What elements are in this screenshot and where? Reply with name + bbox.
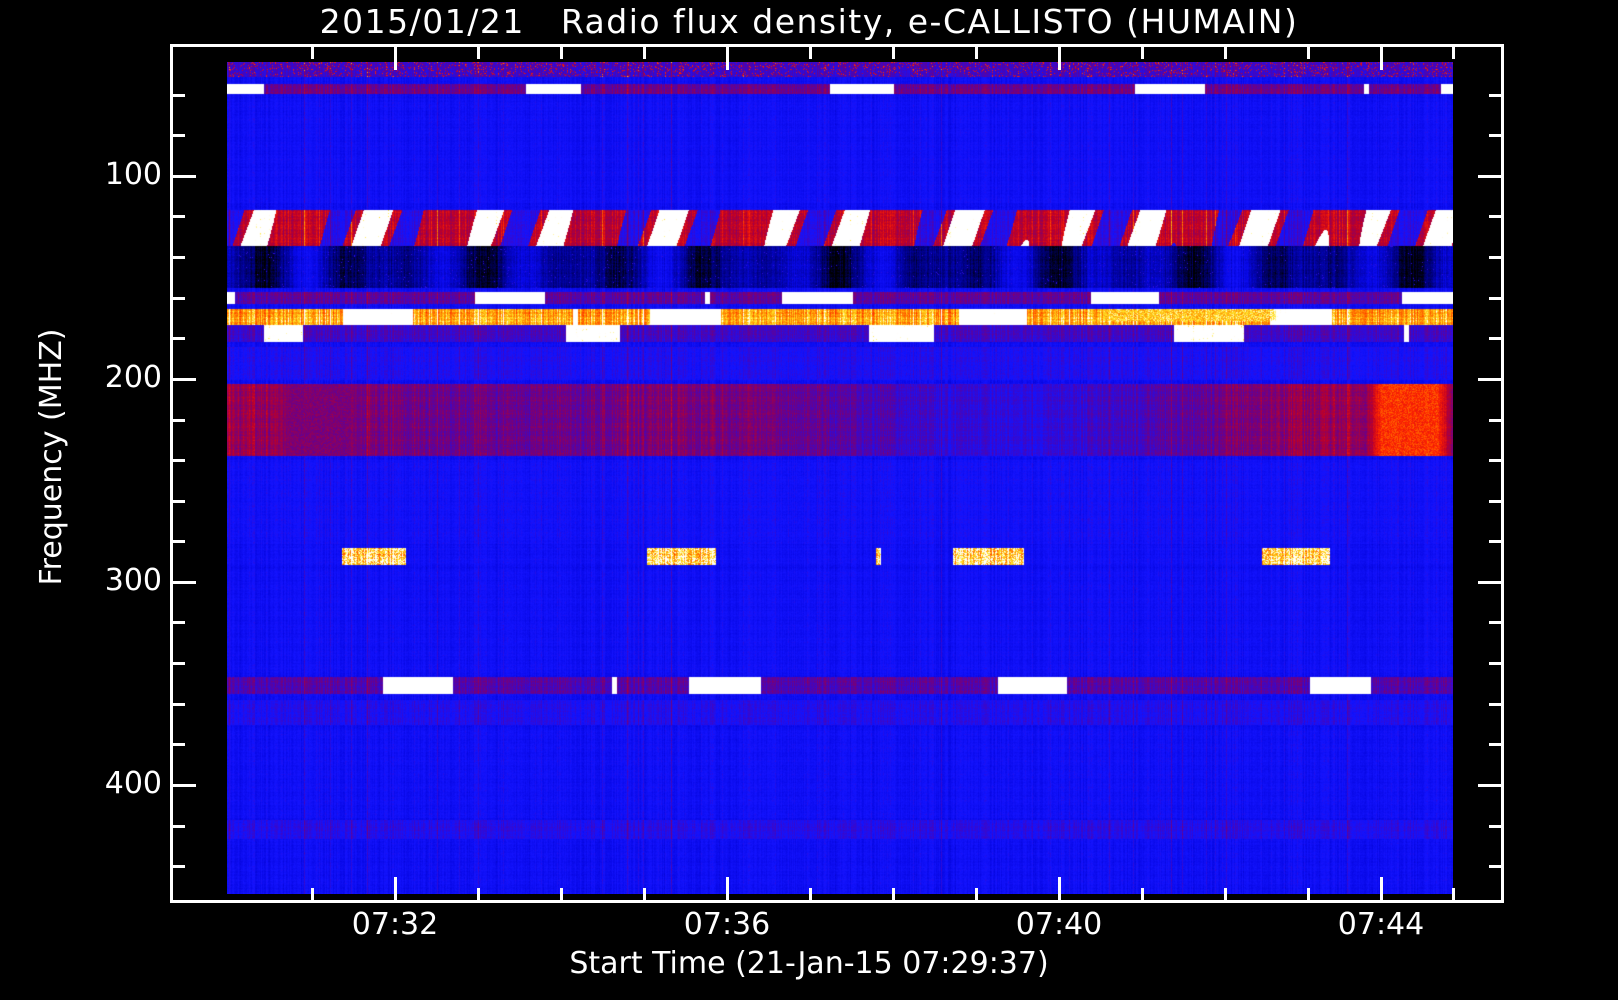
y-tick-minor-6 (170, 419, 185, 422)
x-tick-label-07-36: 07:36 (683, 907, 771, 942)
x-tick-minor-top-9 (1307, 44, 1310, 59)
y-tick-minor-4 (170, 297, 185, 300)
x-tick-major-top-0 (394, 44, 397, 70)
x-tick-minor-2 (560, 888, 563, 903)
x-tick-minor-6 (975, 888, 978, 903)
x-tick-minor-10 (1452, 888, 1455, 903)
y-tick-minor-right-15 (1489, 865, 1504, 868)
x-tick-major-1 (726, 877, 729, 903)
y-tick-label-400: 400 (104, 766, 162, 801)
y-tick-minor-right-1 (1489, 134, 1504, 137)
y-tick-minor-right-9 (1489, 540, 1504, 543)
y-tick-minor-right-3 (1489, 256, 1504, 259)
x-tick-minor-7 (1141, 888, 1144, 903)
spectrogram-plot (227, 62, 1453, 894)
y-tick-minor-14 (170, 825, 185, 828)
x-tick-minor-top-0 (311, 44, 314, 59)
y-tick-minor-0 (170, 94, 185, 97)
x-tick-major-top-3 (1380, 44, 1383, 70)
y-tick-minor-10 (170, 621, 185, 624)
y-tick-minor-right-2 (1489, 215, 1504, 218)
y-tick-minor-right-7 (1489, 459, 1504, 462)
y-tick-major-right-1 (1478, 378, 1504, 381)
y-tick-minor-1 (170, 134, 185, 137)
x-tick-minor-1 (477, 888, 480, 903)
x-tick-minor-top-5 (892, 44, 895, 59)
x-tick-minor-top-7 (1141, 44, 1144, 59)
y-tick-major-2 (170, 581, 196, 584)
x-tick-minor-top-8 (1224, 44, 1227, 59)
y-tick-major-0 (170, 175, 196, 178)
y-tick-minor-9 (170, 540, 185, 543)
y-tick-minor-right-13 (1489, 743, 1504, 746)
y-tick-minor-right-8 (1489, 500, 1504, 503)
y-tick-major-1 (170, 378, 196, 381)
y-tick-major-right-0 (1478, 175, 1504, 178)
x-tick-minor-0 (311, 888, 314, 903)
y-tick-minor-7 (170, 459, 185, 462)
y-tick-minor-right-11 (1489, 662, 1504, 665)
y-tick-minor-2 (170, 215, 185, 218)
x-tick-minor-9 (1307, 888, 1310, 903)
x-tick-label-07-44: 07:44 (1337, 907, 1425, 942)
y-tick-label-300: 300 (104, 563, 162, 598)
x-tick-minor-top-3 (643, 44, 646, 59)
x-tick-major-top-1 (726, 44, 729, 70)
y-tick-minor-8 (170, 500, 185, 503)
y-tick-minor-5 (170, 337, 185, 340)
y-tick-minor-12 (170, 703, 185, 706)
y-tick-minor-right-12 (1489, 703, 1504, 706)
y-tick-minor-right-0 (1489, 94, 1504, 97)
plot-axis-frame (170, 44, 1504, 903)
x-tick-minor-top-10 (1452, 44, 1455, 59)
x-tick-label-07-40: 07:40 (1015, 907, 1103, 942)
y-tick-major-right-2 (1478, 581, 1504, 584)
x-axis-title: Start Time (21-Jan-15 07:29:37) (569, 946, 1049, 981)
y-tick-minor-15 (170, 865, 185, 868)
y-tick-minor-right-4 (1489, 297, 1504, 300)
y-tick-minor-right-10 (1489, 621, 1504, 624)
x-tick-minor-5 (892, 888, 895, 903)
x-tick-major-2 (1058, 877, 1061, 903)
x-tick-minor-top-1 (477, 44, 480, 59)
y-tick-minor-3 (170, 256, 185, 259)
page-title: 2015/01/21 Radio flux density, e-CALLIST… (319, 2, 1299, 41)
x-tick-minor-top-6 (975, 44, 978, 59)
y-tick-minor-right-5 (1489, 337, 1504, 340)
y-tick-label-100: 100 (104, 157, 162, 192)
x-tick-major-top-2 (1058, 44, 1061, 70)
x-tick-minor-top-2 (560, 44, 563, 59)
y-tick-label-200: 200 (104, 360, 162, 395)
y-tick-minor-right-14 (1489, 825, 1504, 828)
x-tick-major-0 (394, 877, 397, 903)
x-tick-minor-3 (643, 888, 646, 903)
y-axis-title: Frequency (MHZ) (34, 328, 69, 586)
x-tick-major-3 (1380, 877, 1383, 903)
x-tick-minor-8 (1224, 888, 1227, 903)
y-tick-minor-11 (170, 662, 185, 665)
y-tick-major-right-3 (1478, 784, 1504, 787)
x-tick-minor-4 (809, 888, 812, 903)
y-tick-minor-right-6 (1489, 419, 1504, 422)
y-tick-minor-13 (170, 743, 185, 746)
y-tick-major-3 (170, 784, 196, 787)
x-tick-minor-top-4 (809, 44, 812, 59)
x-tick-label-07-32: 07:32 (351, 907, 439, 942)
